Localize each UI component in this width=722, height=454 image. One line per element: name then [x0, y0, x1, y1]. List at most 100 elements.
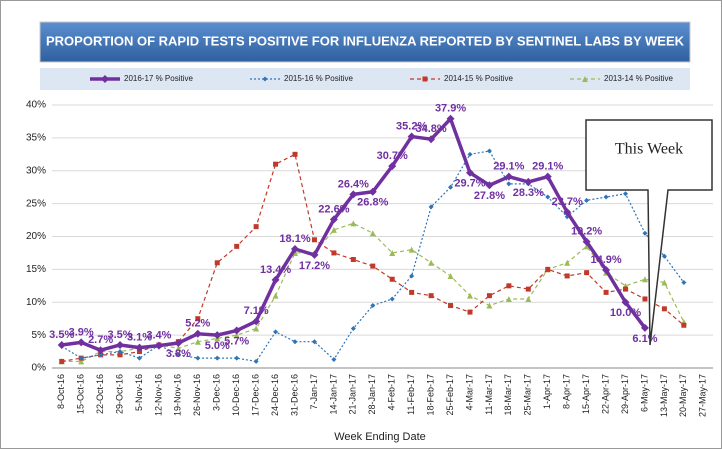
data-label: 14.9%: [590, 254, 621, 266]
x-tick-label: 4-Feb-17: [387, 374, 397, 411]
point: [214, 260, 220, 266]
y-tick-label: 15%: [26, 264, 46, 275]
point: [467, 151, 473, 157]
point: [174, 339, 183, 348]
point: [681, 280, 687, 286]
point: [59, 358, 65, 364]
point: [427, 135, 436, 144]
point: [234, 355, 240, 361]
x-tick-label: 22-Oct-16: [95, 374, 105, 414]
point: [661, 253, 667, 259]
point: [525, 286, 531, 292]
data-label: 5.0%: [205, 340, 230, 352]
point: [486, 293, 492, 299]
point: [350, 326, 356, 332]
data-label: 5.2%: [185, 318, 210, 330]
point: [311, 237, 317, 243]
point: [329, 215, 338, 224]
point: [291, 244, 300, 253]
data-label: 3.8%: [166, 348, 191, 360]
legend-label: 2013-14 % Positive: [604, 74, 673, 83]
point: [545, 194, 551, 200]
x-tick-label: 21-Jan-17: [348, 374, 358, 415]
x-tick-label: 18-Mar-17: [503, 374, 513, 416]
point: [194, 338, 201, 345]
point: [389, 249, 396, 256]
point: [582, 237, 591, 246]
y-tick-label: 20%: [26, 231, 46, 242]
data-label: 34.8%: [416, 123, 447, 135]
legend-label: 2015-16 % Positive: [284, 74, 353, 83]
x-tick-label: 19-Nov-16: [173, 374, 183, 416]
point: [505, 295, 512, 302]
point: [642, 230, 648, 236]
point: [564, 259, 571, 266]
x-tick-label: 11-Mar-17: [484, 374, 494, 415]
point: [603, 194, 609, 200]
series-line: [61, 150, 685, 363]
point: [485, 181, 494, 190]
point: [136, 355, 142, 361]
point: [525, 295, 532, 302]
callout-text: This Week: [615, 141, 683, 158]
point: [428, 204, 434, 210]
point: [77, 338, 86, 347]
point: [253, 325, 260, 332]
point: [467, 309, 473, 315]
point: [583, 243, 590, 250]
data-label: 3.5%: [108, 329, 133, 341]
data-label: 3.9%: [69, 326, 94, 338]
point: [447, 272, 454, 279]
point: [311, 339, 317, 345]
data-label: 37.9%: [435, 103, 466, 115]
point: [78, 355, 84, 361]
point: [466, 292, 473, 299]
point: [448, 303, 454, 309]
x-tick-label: 11-Feb-17: [406, 374, 416, 415]
data-label: 30.7%: [377, 150, 408, 162]
data-label: 6.1%: [632, 333, 657, 345]
point: [407, 132, 416, 141]
data-label: 27.8%: [474, 190, 505, 202]
data-label: 3.4%: [146, 330, 171, 342]
x-tick-label: 10-Dec-16: [231, 374, 241, 416]
data-label: 18.1%: [279, 233, 310, 245]
x-tick-label: 17-Dec-16: [251, 374, 261, 416]
data-label: 19.2%: [571, 226, 602, 238]
point: [234, 243, 240, 249]
title-band: [39, 21, 691, 63]
point: [486, 148, 492, 154]
x-tick-label: 3-Dec-16: [212, 374, 222, 411]
point: [642, 296, 648, 302]
x-tick-label: 15-Apr-17: [581, 374, 591, 414]
point: [135, 343, 144, 352]
point: [504, 172, 513, 181]
x-tick-label: 25-Mar-17: [523, 374, 533, 416]
data-label: 26.8%: [357, 197, 388, 209]
x-tick-label: 31-Dec-16: [289, 374, 299, 416]
point: [213, 331, 222, 340]
data-label: 29.1%: [532, 161, 563, 173]
point: [661, 306, 667, 312]
point: [273, 329, 279, 335]
point: [408, 246, 415, 253]
point: [78, 358, 85, 365]
point: [330, 226, 337, 233]
point: [350, 220, 357, 227]
data-label: 35.2%: [396, 120, 427, 132]
point: [350, 257, 356, 263]
x-tick-label: 26-Nov-16: [192, 374, 202, 416]
y-tick-label: 10%: [26, 297, 46, 308]
point: [389, 296, 395, 302]
point: [448, 184, 454, 190]
point: [370, 263, 376, 269]
point: [175, 352, 181, 358]
x-tick-label: 28-Jan-17: [367, 374, 377, 415]
point: [369, 230, 376, 237]
point: [193, 329, 202, 338]
x-tick-label: 4-Mar-17: [464, 374, 474, 411]
point: [370, 303, 376, 309]
x-tick-label: 18-Feb-17: [425, 374, 435, 416]
x-tick-label: 24-Dec-16: [270, 374, 280, 416]
point: [409, 289, 415, 295]
